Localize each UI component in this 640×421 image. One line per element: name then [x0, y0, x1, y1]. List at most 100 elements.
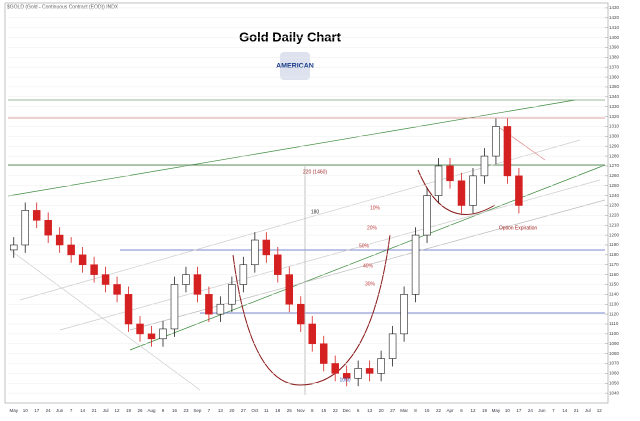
y-tick-label: 1350 [609, 84, 620, 89]
x-tick-label: 7 [70, 408, 73, 413]
channel-bottom [129, 164, 606, 351]
fan-line [9, 249, 201, 391]
candle-body [319, 343, 328, 364]
x-tick-label: May [492, 408, 501, 413]
candle-body [147, 333, 156, 340]
logo: AMERICAN [276, 63, 314, 70]
x-tick-label: Jul [585, 408, 591, 413]
candle-body [446, 165, 454, 182]
x-tick-label: 27 [241, 408, 247, 413]
x-tick-label: 16 [172, 408, 178, 413]
x-tick-label: 13 [367, 408, 373, 413]
y-tick-label: 1200 [609, 232, 620, 237]
annotation: 50% [359, 243, 370, 249]
candle-body [67, 244, 75, 256]
handle-curve [417, 169, 496, 215]
x-tick-label: 12 [597, 408, 603, 413]
x-tick-label: 10 [23, 408, 29, 413]
candle-body [365, 368, 374, 374]
candle-body [239, 264, 248, 285]
y-tick-label: 1260 [609, 173, 620, 178]
y-tick-label: 1430 [609, 5, 620, 10]
candle-body [274, 254, 282, 275]
candle-body [331, 363, 339, 374]
candle-body [113, 284, 121, 295]
candle-body [354, 368, 362, 379]
y-tick-label: 1240 [609, 193, 620, 198]
x-tick-label: 12 [115, 408, 121, 413]
y-tick-label: 1410 [609, 25, 620, 30]
y-tick-label: 1300 [609, 134, 620, 139]
cup-curve [232, 234, 391, 386]
x-tick-label: 19 [482, 408, 488, 413]
x-tick-label: 14 [80, 408, 86, 413]
annotation: 180 [311, 209, 320, 215]
x-tick-label: 19 [126, 408, 132, 413]
annotation: 40% [363, 263, 374, 269]
candle-body [423, 195, 431, 236]
x-tick-label: 22 [333, 408, 339, 413]
y-tick-label: 1330 [609, 104, 620, 109]
candle-body [377, 358, 385, 374]
x-tick-label: 7 [208, 408, 211, 413]
x-tick-label: Oct [251, 408, 259, 413]
x-tick-label: Sep [193, 408, 202, 413]
x-tick-label: 24 [46, 408, 52, 413]
y-tick-label: 1420 [609, 15, 620, 20]
y-tick-label: 1280 [609, 153, 620, 158]
x-tick-label: 23 [183, 408, 189, 413]
x-tick-label: 21 [92, 408, 98, 413]
channel-top [7, 99, 576, 197]
x-tick-label: 20 [229, 408, 235, 413]
y-tick-label: 1220 [609, 213, 620, 218]
x-tick-label: 13 [218, 408, 224, 413]
x-tick-label: Mar [400, 408, 408, 413]
x-tick-label: Aug [148, 408, 157, 413]
y-tick-label: 1170 [609, 262, 619, 267]
candle-body [101, 274, 110, 285]
x-tick-label: 15 [321, 408, 327, 413]
candle-body [205, 294, 213, 315]
annotation: Option Expiration [499, 225, 538, 231]
chart-title: Gold Daily Chart [239, 29, 342, 44]
y-tick-label: 1050 [609, 380, 620, 385]
annotation: 220 (1460) [303, 169, 328, 175]
y-tick-label: 1060 [609, 371, 620, 376]
candle-body [90, 264, 98, 275]
x-tick-label: Jul [103, 408, 109, 413]
y-tick-label: 1070 [609, 361, 620, 366]
y-tick-label: 1320 [609, 114, 620, 119]
x-tick-label: 24 [528, 408, 534, 413]
candle-body [342, 373, 351, 379]
x-tick-label: 10 [505, 408, 511, 413]
candle-body [55, 234, 64, 246]
x-tick-label: 14 [562, 408, 568, 413]
y-tick-label: 1310 [609, 124, 620, 129]
x-tick-label: Dec [343, 408, 352, 413]
candle-body [308, 323, 316, 345]
decorations [7, 99, 606, 395]
x-tick-label: Jun [538, 408, 546, 413]
candle-body [492, 126, 500, 157]
x-tick-label: 27 [390, 408, 396, 413]
candle-body [32, 210, 41, 221]
y-tick-label: 1290 [609, 143, 620, 148]
candle-body [193, 274, 202, 295]
annotation: 30% [365, 281, 376, 287]
candle-body [9, 244, 18, 251]
candle-body [251, 239, 259, 266]
candle-body [388, 333, 397, 359]
y-tick-label: 1190 [609, 242, 619, 247]
x-tick-label: 25 [287, 408, 293, 413]
annotation: 20% [367, 225, 378, 231]
candle-body [228, 284, 236, 305]
x-tick-label: 12 [470, 408, 476, 413]
x-tick-label: Jun [56, 408, 64, 413]
candle-body [136, 323, 144, 335]
y-tick-label: 1210 [609, 222, 620, 227]
candle-body [469, 175, 477, 206]
candle-body [400, 294, 408, 335]
y-tick-label: 1150 [609, 282, 619, 287]
candle-body [297, 303, 305, 325]
candle-body [480, 155, 489, 177]
